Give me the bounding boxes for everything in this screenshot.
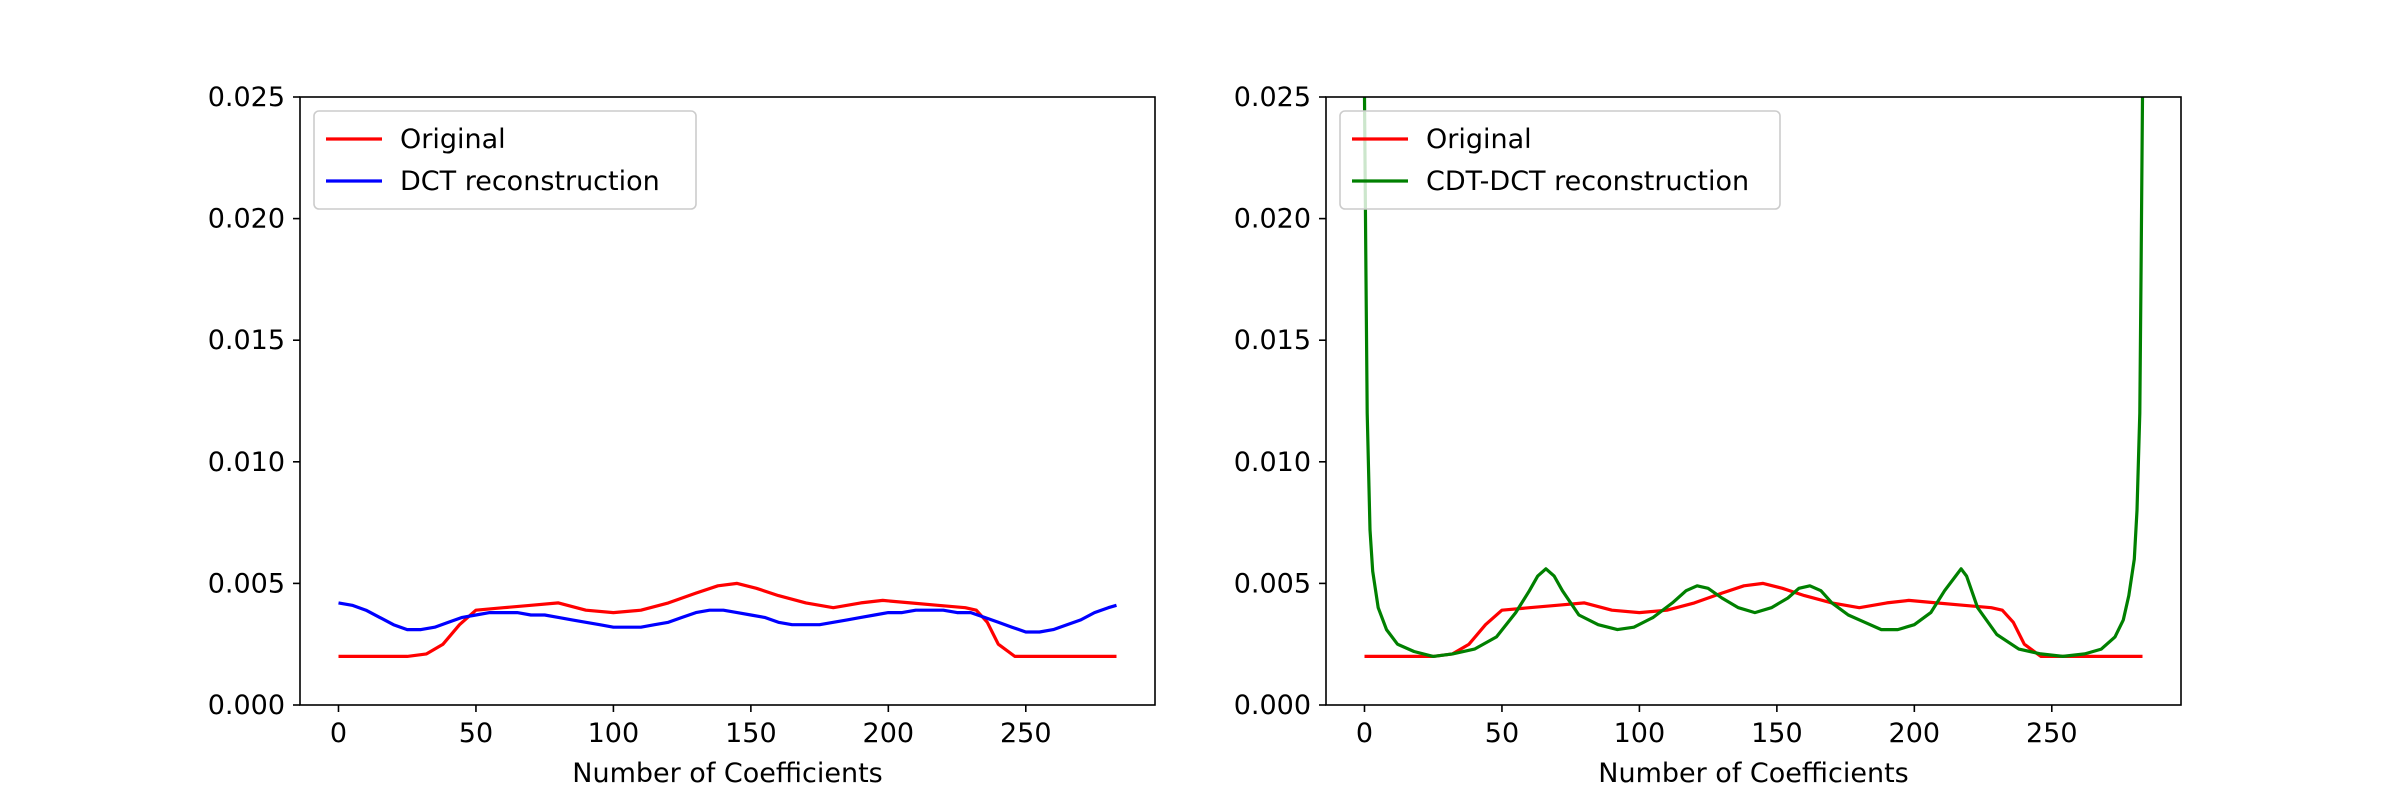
x-tick-label: 200 xyxy=(863,718,915,749)
y-tick-label: 0.005 xyxy=(208,568,285,599)
y-tick-label: 0.010 xyxy=(1234,447,1311,478)
axes-frame xyxy=(299,96,1156,706)
y-tick-label: 0.000 xyxy=(1234,690,1311,721)
x-tick-label: 0 xyxy=(330,718,347,749)
legend-label: Original xyxy=(1426,124,1532,155)
x-tick-label: 50 xyxy=(1485,718,1519,749)
y-tick-label: 0.005 xyxy=(1234,568,1311,599)
y-tick-label: 0.015 xyxy=(1234,325,1311,356)
x-tick-label: 200 xyxy=(1889,718,1941,749)
legend-box xyxy=(313,110,697,210)
x-tick-label: 150 xyxy=(725,718,777,749)
legend: Original CDT-DCT reconstruction xyxy=(1339,110,1781,210)
x-axis-label: Number of Coefficients xyxy=(572,758,882,789)
x-tick-label: 250 xyxy=(2026,718,2078,749)
y-tick-label: 0.015 xyxy=(208,325,285,356)
x-tick-label: 100 xyxy=(588,718,640,749)
right-chart-panel: 0 50 100 150 200 250 0.000 0.005 0.010 0.015 0.020… xyxy=(1234,82,2182,789)
legend-label: DCT reconstruction xyxy=(400,166,660,197)
legend: Original DCT reconstruction xyxy=(313,110,697,210)
y-tick-label: 0.025 xyxy=(1234,82,1311,113)
y-tick-label: 0.025 xyxy=(208,82,285,113)
series-line-cdt-dct-reconstruction xyxy=(1362,97,2145,658)
legend-box xyxy=(1339,110,1781,210)
x-tick-label: 100 xyxy=(1614,718,1666,749)
x-tick-label: 50 xyxy=(459,718,493,749)
y-tick-label: 0.020 xyxy=(1234,204,1311,235)
series-line-original xyxy=(1364,581,2143,658)
series-group xyxy=(338,581,1117,658)
axes-frame xyxy=(1325,96,2182,706)
y-tick-label: 0.000 xyxy=(208,690,285,721)
x-tick-label: 150 xyxy=(1751,718,1803,749)
series-group xyxy=(1362,97,2145,658)
left-chart-panel: 0 50 100 150 200 250 0.000 0.005 0.010 0.015 0.020… xyxy=(208,82,1156,789)
series-line-dct-reconstruction xyxy=(338,601,1117,634)
legend-label: CDT-DCT reconstruction xyxy=(1426,166,1749,197)
series-line-original xyxy=(338,581,1117,658)
y-tick-label: 0.010 xyxy=(208,447,285,478)
x-tick-label: 250 xyxy=(1000,718,1052,749)
x-axis-label: Number of Coefficients xyxy=(1598,758,1908,789)
x-tick-label: 0 xyxy=(1356,718,1373,749)
legend-label: Original xyxy=(400,124,506,155)
y-tick-label: 0.020 xyxy=(208,204,285,235)
